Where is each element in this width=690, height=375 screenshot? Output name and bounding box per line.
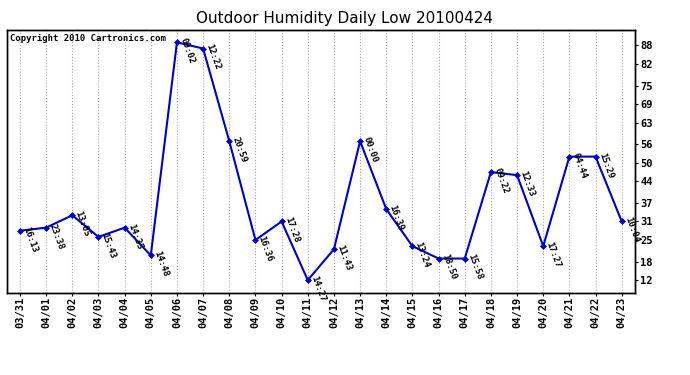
- Text: 13:05: 13:05: [74, 210, 91, 238]
- Text: 12:33: 12:33: [518, 170, 536, 198]
- Text: 11:43: 11:43: [335, 244, 353, 272]
- Text: 14:48: 14:48: [152, 250, 170, 278]
- Text: 10:04: 10:04: [623, 216, 640, 244]
- Text: 15:58: 15:58: [466, 253, 484, 281]
- Text: 16:13: 16:13: [21, 225, 39, 254]
- Text: Outdoor Humidity Daily Low 20100424: Outdoor Humidity Daily Low 20100424: [197, 11, 493, 26]
- Text: 16:36: 16:36: [257, 234, 275, 263]
- Text: 14:35: 14:35: [126, 222, 144, 251]
- Text: 04:44: 04:44: [571, 151, 589, 180]
- Text: 17:27: 17:27: [544, 241, 562, 269]
- Text: 13:24: 13:24: [414, 241, 431, 269]
- Text: 23:38: 23:38: [48, 222, 65, 251]
- Text: 00:00: 00:00: [362, 136, 379, 164]
- Text: 16:39: 16:39: [388, 204, 405, 232]
- Text: 15:29: 15:29: [597, 151, 615, 180]
- Text: 20:59: 20:59: [230, 136, 248, 164]
- Text: 17:28: 17:28: [283, 216, 301, 244]
- Text: 14:27: 14:27: [309, 274, 326, 303]
- Text: 09:22: 09:22: [492, 166, 510, 195]
- Text: 18:50: 18:50: [440, 253, 457, 281]
- Text: 00:02: 00:02: [178, 37, 196, 65]
- Text: 15:43: 15:43: [100, 231, 117, 260]
- Text: Copyright 2010 Cartronics.com: Copyright 2010 Cartronics.com: [10, 34, 166, 43]
- Text: 12:22: 12:22: [204, 43, 222, 71]
